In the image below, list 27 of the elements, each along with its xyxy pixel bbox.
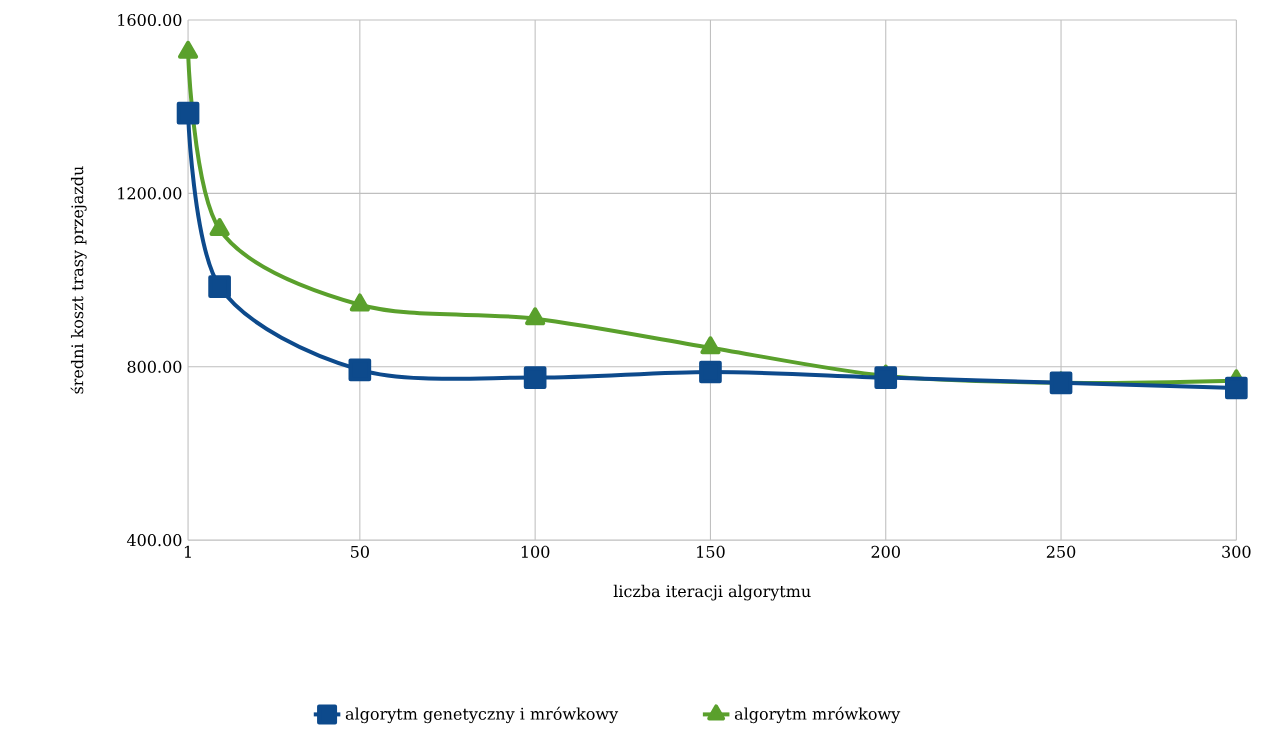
y-tick-label: 800.00 xyxy=(127,360,182,374)
point xyxy=(699,360,722,384)
x-tick-label: 150 xyxy=(697,545,725,559)
point xyxy=(700,336,721,355)
point xyxy=(1225,376,1248,400)
legend-label: algorytm genetyczny i mrówkowy xyxy=(345,707,619,724)
y-tick-label: 1200.00 xyxy=(118,187,182,200)
legend-label: algorytm mrówkowy xyxy=(734,707,901,724)
x-tick-label: 300 xyxy=(1222,545,1251,559)
point xyxy=(525,307,546,326)
point xyxy=(177,40,199,59)
x-tick-label: 1 xyxy=(184,545,191,558)
y-tick-label: 400.00 xyxy=(126,534,182,547)
y-tick-label: 1600.00 xyxy=(118,14,182,27)
x-axis-title: liczba iteracji algorytmu xyxy=(613,585,811,601)
point xyxy=(874,366,898,390)
point xyxy=(523,366,547,390)
x-tick-label: 250 xyxy=(1046,545,1076,559)
point xyxy=(1049,371,1073,395)
point xyxy=(208,275,231,299)
x-tick-label: 100 xyxy=(521,545,550,559)
x-tick-label: 200 xyxy=(871,545,900,559)
point xyxy=(209,218,230,237)
point xyxy=(349,293,370,312)
point xyxy=(348,358,372,382)
y-axis-title: średni koszt trasy przejazdu xyxy=(70,166,87,394)
x-tick-label: 50 xyxy=(351,545,369,559)
